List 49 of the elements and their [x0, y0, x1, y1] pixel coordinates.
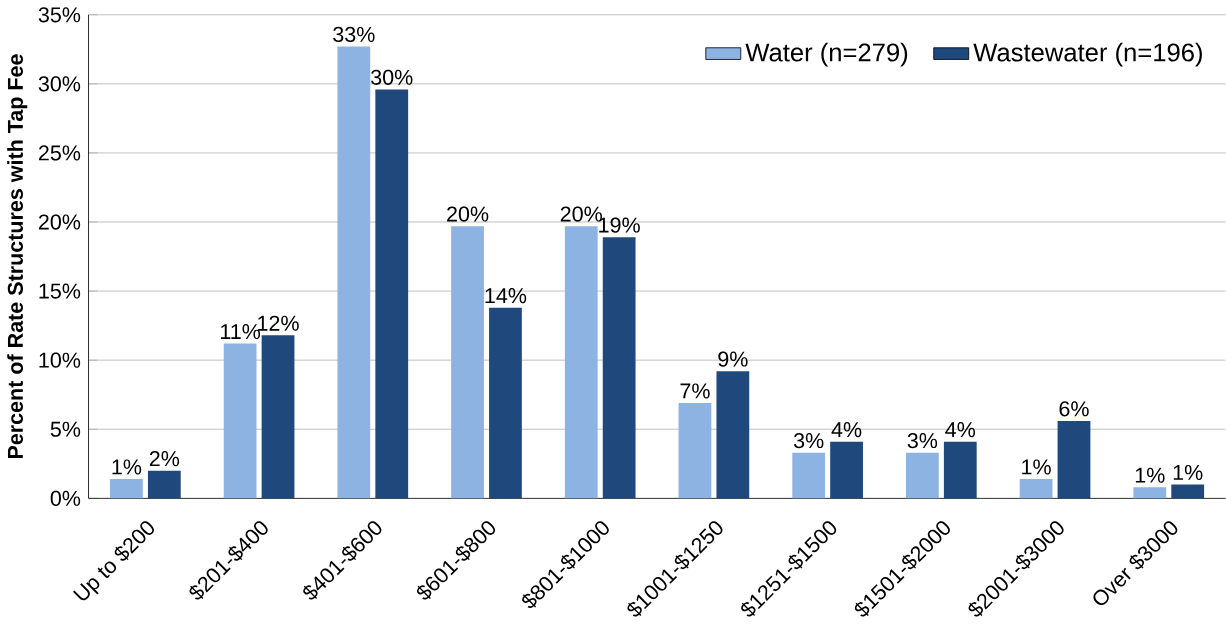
- y-tick-label: 30%: [38, 76, 81, 92]
- y-tick-label: 20%: [38, 214, 81, 230]
- bar: [110, 479, 143, 499]
- data-label: 4%: [945, 422, 976, 438]
- bar: [451, 226, 484, 499]
- data-label: 3%: [793, 433, 824, 449]
- bar: [792, 452, 826, 499]
- data-label: 1%: [112, 459, 142, 475]
- legend-label: Wastewater (n=196): [973, 42, 1202, 67]
- bar: [1133, 487, 1167, 499]
- data-label: 11%: [221, 324, 261, 340]
- bar: [1019, 479, 1053, 499]
- bar: [223, 343, 257, 499]
- data-label: 9%: [718, 351, 748, 367]
- data-label: 6%: [1059, 401, 1089, 417]
- y-tick-label: 15%: [39, 283, 81, 299]
- data-label: 3%: [907, 433, 938, 449]
- data-label: 1%: [1022, 459, 1051, 475]
- bar: [830, 441, 863, 499]
- y-tick-label: 0%: [50, 490, 81, 506]
- bar: [261, 335, 295, 499]
- data-label: 7%: [680, 383, 710, 399]
- bar: [716, 371, 750, 499]
- data-label: 1%: [1135, 467, 1165, 483]
- y-tick-label: 25%: [38, 145, 81, 161]
- bar: [1057, 421, 1091, 499]
- data-label: 4%: [831, 422, 862, 438]
- bar: [375, 89, 409, 499]
- bar: [337, 46, 371, 499]
- bar: [905, 452, 939, 499]
- data-label: 1%: [1173, 465, 1203, 481]
- data-label: 30%: [371, 69, 413, 85]
- y-tick-label: 35%: [38, 7, 81, 23]
- legend-label: Water (n=279): [745, 42, 908, 67]
- bar: [1171, 484, 1205, 499]
- y-tick-label: 10%: [39, 352, 81, 368]
- data-label: 2%: [149, 451, 180, 467]
- y-axis-title: Percent of Rate Structures with Tap Fee: [7, 54, 28, 459]
- bar: [602, 237, 636, 499]
- bar: [564, 226, 598, 499]
- data-label: 20%: [447, 206, 489, 222]
- bar: [147, 470, 181, 499]
- data-label: 14%: [485, 288, 527, 304]
- bar: [943, 441, 977, 499]
- data-label: 33%: [333, 26, 375, 43]
- y-tick-label: 5%: [50, 421, 81, 437]
- bar: [678, 403, 712, 499]
- data-label: 12%: [258, 315, 299, 331]
- bar: [489, 307, 522, 499]
